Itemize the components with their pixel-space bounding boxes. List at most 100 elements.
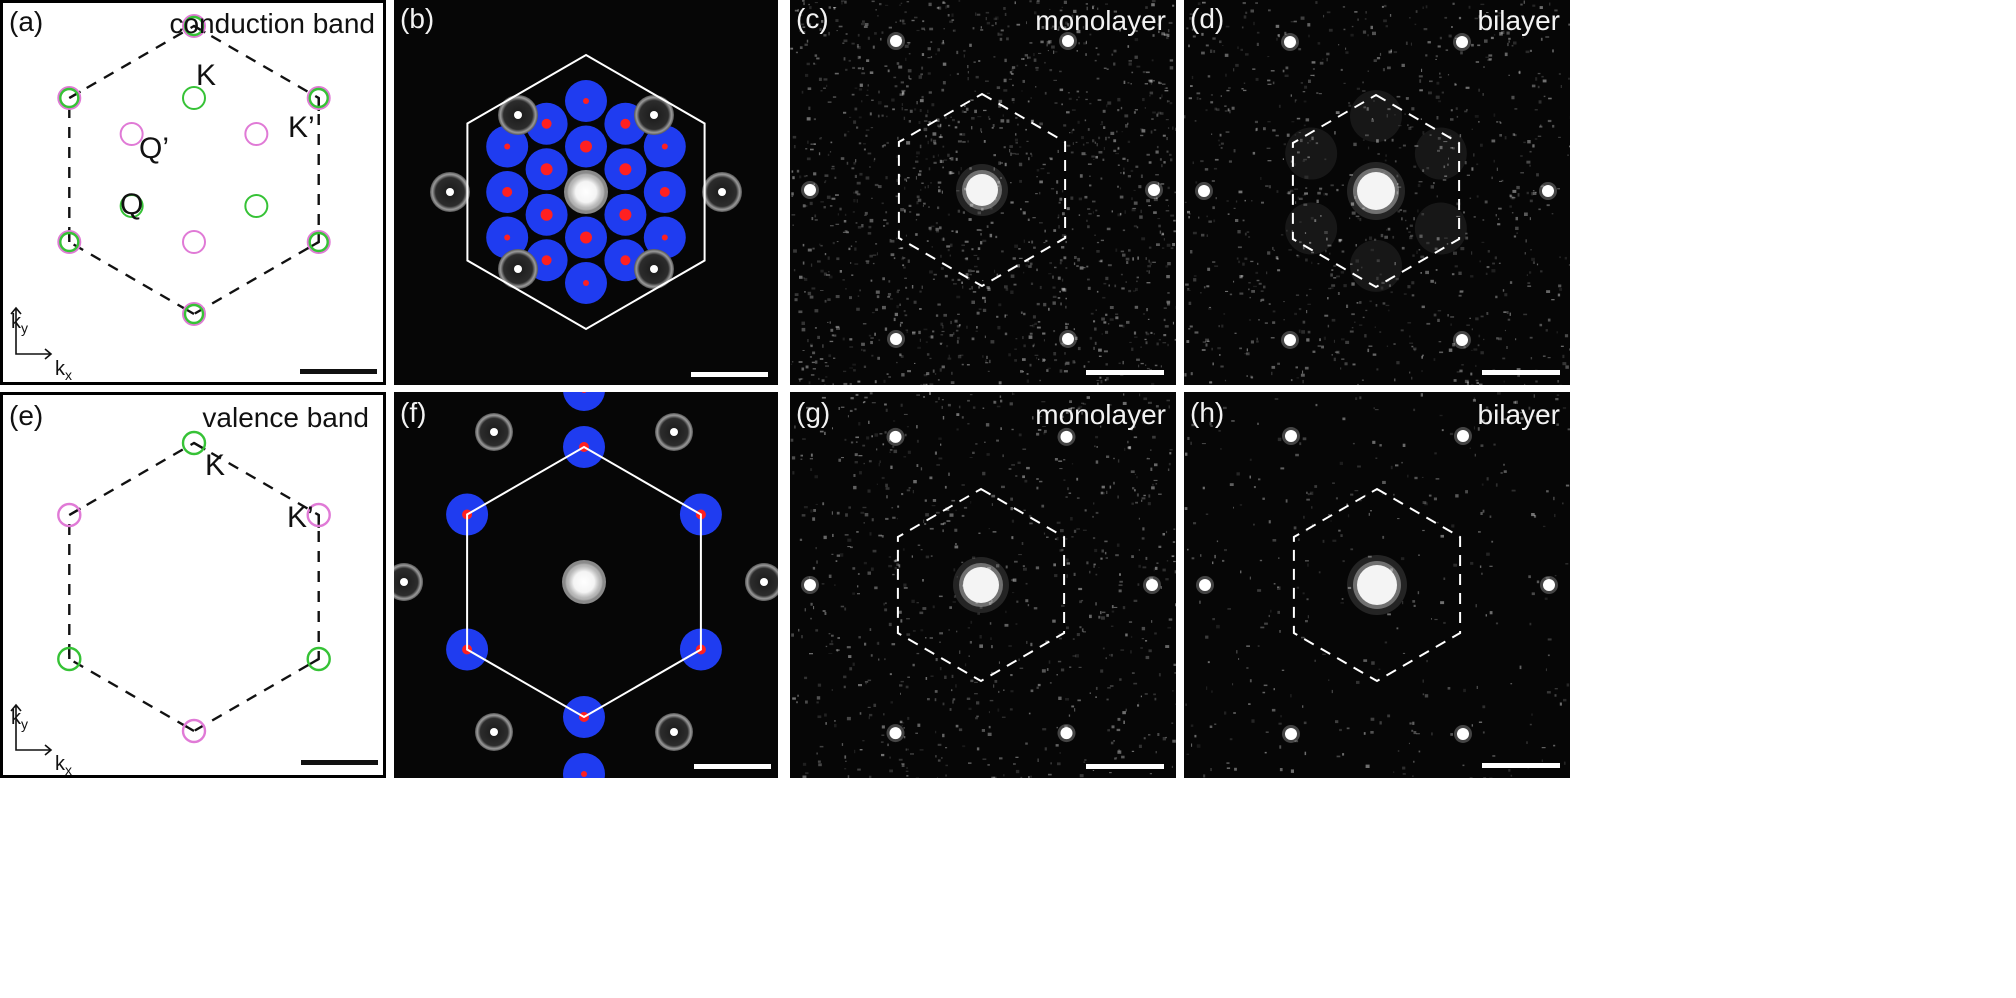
- scale-bar: [1086, 764, 1164, 769]
- red-center: [541, 255, 552, 266]
- bragg-spot: [890, 332, 902, 345]
- diffraction-image-h: [1184, 392, 1570, 778]
- diffuse-blob: [1350, 239, 1402, 292]
- bragg-spot: [1285, 727, 1297, 740]
- point-label-K-prime: K’: [288, 111, 315, 144]
- panel-label: (g): [796, 397, 831, 428]
- valley-circle-green: [183, 15, 205, 37]
- brillouin-zone-diagram-a: [10, 14, 377, 374]
- axis-arrows: [10, 703, 53, 756]
- scale-bar: [694, 764, 771, 769]
- valley-circle-green: [59, 87, 80, 109]
- red-center: [583, 98, 589, 104]
- central-beam: [567, 173, 605, 211]
- brillouin-zone-boundary: [68, 441, 320, 733]
- scale-bar: [1086, 370, 1164, 375]
- bragg-spot: [1456, 333, 1468, 346]
- panel-e: (e) valence band K K’ ky kx: [0, 392, 386, 778]
- brillouin-zone-boundary: [466, 53, 706, 331]
- panel-h: (h) bilayer: [1184, 392, 1570, 778]
- simulated-pattern-f: [394, 392, 778, 778]
- valley-circle-pink: [181, 718, 207, 744]
- bragg-spot: [1285, 430, 1297, 443]
- valley-circle-green: [183, 303, 205, 325]
- valley-circle-pink: [57, 502, 82, 528]
- valley-circle-pink: [306, 86, 331, 110]
- point-label-K: K: [196, 59, 217, 92]
- point-label-K-prime: K’: [287, 501, 314, 534]
- valley-circle-green: [308, 231, 329, 253]
- diffraction-image-c: [790, 0, 1176, 385]
- scale-bar: [301, 760, 378, 765]
- bragg-spot: [1457, 430, 1469, 443]
- valley-circle-pink: [57, 230, 82, 254]
- red-center: [661, 143, 668, 150]
- axis-arrows: [10, 306, 53, 360]
- red-center: [581, 771, 587, 777]
- panel-title: bilayer: [1477, 399, 1560, 430]
- panel-d: (d) bilayer: [1184, 0, 1570, 385]
- valley-circle-pink: [57, 86, 82, 110]
- bragg-spot: [1062, 332, 1074, 345]
- brillouin-zone-boundary: [466, 445, 702, 719]
- valley-circle-green: [308, 87, 329, 109]
- panel-title: valence band: [202, 402, 369, 433]
- bragg-spot: [1456, 36, 1468, 49]
- panel-label: (h): [1190, 397, 1225, 428]
- bragg-spot: [1199, 579, 1211, 591]
- background-noise: [1184, 392, 1570, 778]
- bragg-spot: [1543, 579, 1555, 591]
- panel-b: (b): [394, 0, 778, 385]
- simulated-pattern-b: [430, 53, 768, 377]
- q-prime-valley-circle: [182, 230, 206, 254]
- bragg-spot: [1062, 35, 1074, 48]
- valley-circle-green: [181, 430, 207, 456]
- valley-circle-pink: [182, 302, 206, 326]
- brillouin-zone-boundary: [897, 92, 1067, 288]
- scale-bar: [300, 369, 377, 374]
- panel-label: (b): [400, 3, 435, 34]
- axis-label-ky: ky: [11, 707, 28, 732]
- bragg-spot: [1060, 430, 1073, 443]
- white-dot: [446, 188, 454, 196]
- panel-c: (c) monolayer: [790, 0, 1176, 385]
- white-dot: [670, 728, 678, 736]
- valley-circle-green: [306, 646, 331, 672]
- bragg-spot: [889, 430, 902, 443]
- white-dot: [650, 111, 658, 119]
- bragg-spot: [1146, 579, 1158, 591]
- central-beam: [963, 567, 999, 603]
- bragg-spot: [1542, 185, 1554, 197]
- panel-title: monolayer: [1035, 5, 1166, 36]
- diffuse-blob: [1414, 127, 1467, 180]
- q-valley-circle: [244, 194, 269, 218]
- background-noise: [1184, 0, 1570, 385]
- background-noise: [790, 392, 1176, 778]
- valley-circle-pink: [306, 502, 331, 528]
- point-label-K: K: [205, 449, 226, 482]
- white-dot: [514, 265, 522, 273]
- blue-spot: [563, 753, 605, 778]
- panel-title: monolayer: [1035, 399, 1166, 430]
- red-center: [540, 163, 553, 176]
- panel-title: conduction band: [169, 8, 375, 39]
- q-prime-valley-circle: [244, 122, 269, 146]
- bragg-spot: [1060, 727, 1073, 740]
- brillouin-zone-boundary: [896, 487, 1066, 683]
- red-center: [541, 118, 552, 129]
- red-center: [581, 392, 587, 393]
- background-noise: [790, 0, 1176, 385]
- diffraction-image-g: [790, 392, 1176, 778]
- brillouin-zone-boundary: [1292, 487, 1462, 683]
- panel-label: (e): [9, 400, 44, 431]
- diffuse-blob: [1350, 90, 1402, 143]
- white-dot: [400, 578, 408, 586]
- red-center: [619, 208, 632, 221]
- white-dot: [718, 188, 726, 196]
- red-center: [504, 143, 511, 150]
- brillouin-zone-diagram-e: [10, 430, 378, 765]
- scale-bar: [691, 372, 768, 377]
- diffraction-image-d: [1184, 0, 1570, 385]
- brillouin-zone-boundary: [68, 24, 320, 316]
- bragg-spot: [1198, 185, 1210, 197]
